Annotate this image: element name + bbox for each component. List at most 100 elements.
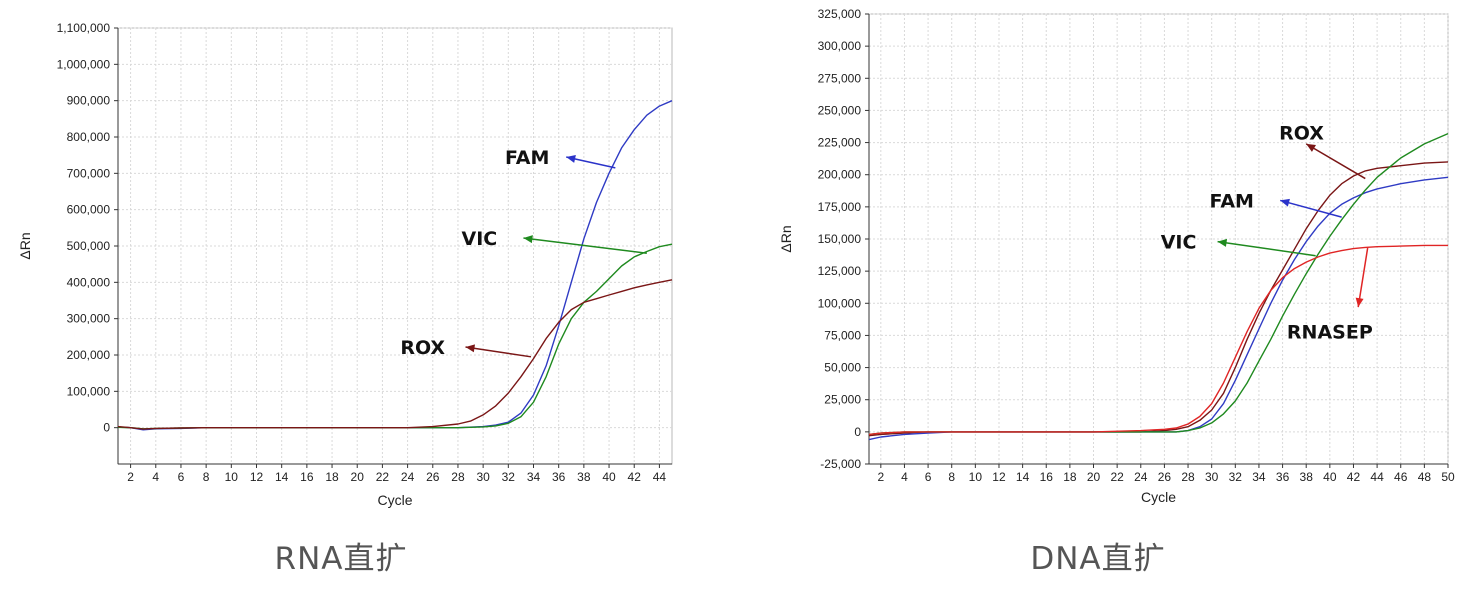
y-tick-label: 900,000 xyxy=(67,94,111,108)
x-tick-label: 32 xyxy=(1229,470,1243,484)
x-tick-label: 28 xyxy=(1181,470,1195,484)
y-axis-title: ΔRn xyxy=(778,225,794,252)
y-tick-label: 400,000 xyxy=(67,275,111,289)
x-tick-label: 26 xyxy=(1158,470,1172,484)
y-tick-label: 700,000 xyxy=(67,166,111,180)
y-tick-label: 300,000 xyxy=(818,39,862,53)
x-tick-label: 36 xyxy=(1276,470,1290,484)
x-tick-label: 6 xyxy=(178,470,185,484)
annotation-arrowhead xyxy=(465,344,476,353)
y-tick-label: -25,000 xyxy=(820,457,861,471)
y-tick-label: 100,000 xyxy=(818,296,862,310)
x-tick-label: 16 xyxy=(1040,470,1054,484)
x-tick-label: 18 xyxy=(325,470,339,484)
x-tick-label: 8 xyxy=(948,470,955,484)
x-tick-label: 42 xyxy=(628,470,642,484)
y-tick-label: 250,000 xyxy=(818,103,862,117)
y-tick-label: 200,000 xyxy=(67,348,111,362)
rna-caption: RNA直扩 xyxy=(275,541,408,577)
y-tick-label: 200,000 xyxy=(818,168,862,182)
y-tick-label: 275,000 xyxy=(818,71,862,85)
x-tick-label: 30 xyxy=(1205,470,1219,484)
x-axis-title: Cycle xyxy=(377,492,412,508)
x-tick-label: 40 xyxy=(602,470,616,484)
annotation-label-rox: ROX xyxy=(400,337,445,359)
x-tick-label: 34 xyxy=(527,470,541,484)
annotation-label-fam: FAM xyxy=(1210,190,1254,212)
y-tick-label: 75,000 xyxy=(824,328,861,342)
x-tick-label: 20 xyxy=(351,470,365,484)
annotation-arrowhead xyxy=(1280,198,1290,207)
x-tick-label: 38 xyxy=(1300,470,1314,484)
y-tick-label: 50,000 xyxy=(824,361,861,375)
y-tick-label: 0 xyxy=(854,425,861,439)
x-tick-label: 46 xyxy=(1394,470,1408,484)
x-tick-label: 28 xyxy=(451,470,465,484)
annotation-arrowhead xyxy=(523,235,533,244)
x-tick-label: 24 xyxy=(1134,470,1148,484)
x-tick-label: 12 xyxy=(250,470,264,484)
annotation-arrow-rnasep xyxy=(1357,247,1369,308)
annotation-arrow-vic xyxy=(523,237,647,255)
x-tick-label: 2 xyxy=(877,470,884,484)
annotation-arrowhead xyxy=(1355,297,1364,308)
annotation-arrow-vic xyxy=(1217,240,1316,257)
y-tick-label: 100,000 xyxy=(67,384,111,398)
y-tick-label: 125,000 xyxy=(818,264,862,278)
series-line-rox xyxy=(117,279,673,430)
x-tick-label: 40 xyxy=(1323,470,1337,484)
x-tick-label: 10 xyxy=(225,470,239,484)
x-tick-label: 38 xyxy=(577,470,591,484)
x-tick-label: 44 xyxy=(1370,470,1384,484)
x-tick-label: 12 xyxy=(992,470,1006,484)
y-tick-label: 225,000 xyxy=(818,136,862,150)
x-tick-label: 34 xyxy=(1252,470,1266,484)
x-tick-label: 24 xyxy=(401,470,415,484)
y-tick-label: 150,000 xyxy=(818,232,862,246)
x-tick-label: 6 xyxy=(925,470,932,484)
annotation-label-vic: VIC xyxy=(461,228,497,250)
y-tick-label: 600,000 xyxy=(67,203,111,217)
x-tick-label: 36 xyxy=(552,470,566,484)
y-tick-label: 500,000 xyxy=(67,239,111,253)
y-tick-label: 25,000 xyxy=(824,393,861,407)
x-tick-label: 18 xyxy=(1063,470,1077,484)
x-tick-label: 2 xyxy=(127,470,134,484)
x-tick-label: 14 xyxy=(275,470,289,484)
y-axis-title: ΔRn xyxy=(17,232,33,259)
rna-chart: 2 4 6 8 10 12 14 16 18 20 22 24 26 28 30 32 34 36 38 40 42 44… xyxy=(17,21,673,508)
y-tick-label: 325,000 xyxy=(818,7,862,21)
y-tick-label: 300,000 xyxy=(67,312,111,326)
dna-chart: 2 4 6 8 10 12 14 16 18 20 22 24 26 28 30 32 34 36 38 40 42 44… xyxy=(778,7,1455,505)
x-tick-label: 10 xyxy=(969,470,983,484)
y-tick-label: 800,000 xyxy=(67,130,111,144)
y-tick-label: 0 xyxy=(103,421,110,435)
x-tick-label: 22 xyxy=(376,470,390,484)
x-tick-label: 16 xyxy=(300,470,314,484)
y-tick-label: 1,100,000 xyxy=(57,21,111,35)
x-tick-label: 22 xyxy=(1110,470,1124,484)
x-tick-label: 30 xyxy=(476,470,490,484)
x-tick-label: 4 xyxy=(152,470,159,484)
x-tick-label: 14 xyxy=(1016,470,1030,484)
annotation-arrow-fam xyxy=(1280,199,1342,218)
annotation-label-vic: VIC xyxy=(1161,232,1197,254)
annotation-arrow-rox xyxy=(465,346,532,358)
dna-caption: DNA直扩 xyxy=(1030,541,1165,577)
x-tick-label: 32 xyxy=(502,470,516,484)
x-tick-label: 44 xyxy=(653,470,667,484)
x-tick-label: 26 xyxy=(426,470,440,484)
x-tick-label: 8 xyxy=(203,470,210,484)
x-axis-title: Cycle xyxy=(1141,489,1176,505)
x-tick-label: 4 xyxy=(901,470,908,484)
series-line-rnasep xyxy=(868,244,1448,436)
x-tick-label: 42 xyxy=(1347,470,1361,484)
annotation-label-rnasep: RNASEP xyxy=(1287,322,1373,344)
annotation-arrowhead xyxy=(1217,238,1228,247)
x-tick-label: 50 xyxy=(1441,470,1455,484)
annotation-arrowhead xyxy=(566,155,576,163)
annotation-label-rox: ROX xyxy=(1279,122,1324,144)
annotation-label-fam: FAM xyxy=(505,147,549,169)
annotation-arrow-rox xyxy=(1305,143,1366,180)
